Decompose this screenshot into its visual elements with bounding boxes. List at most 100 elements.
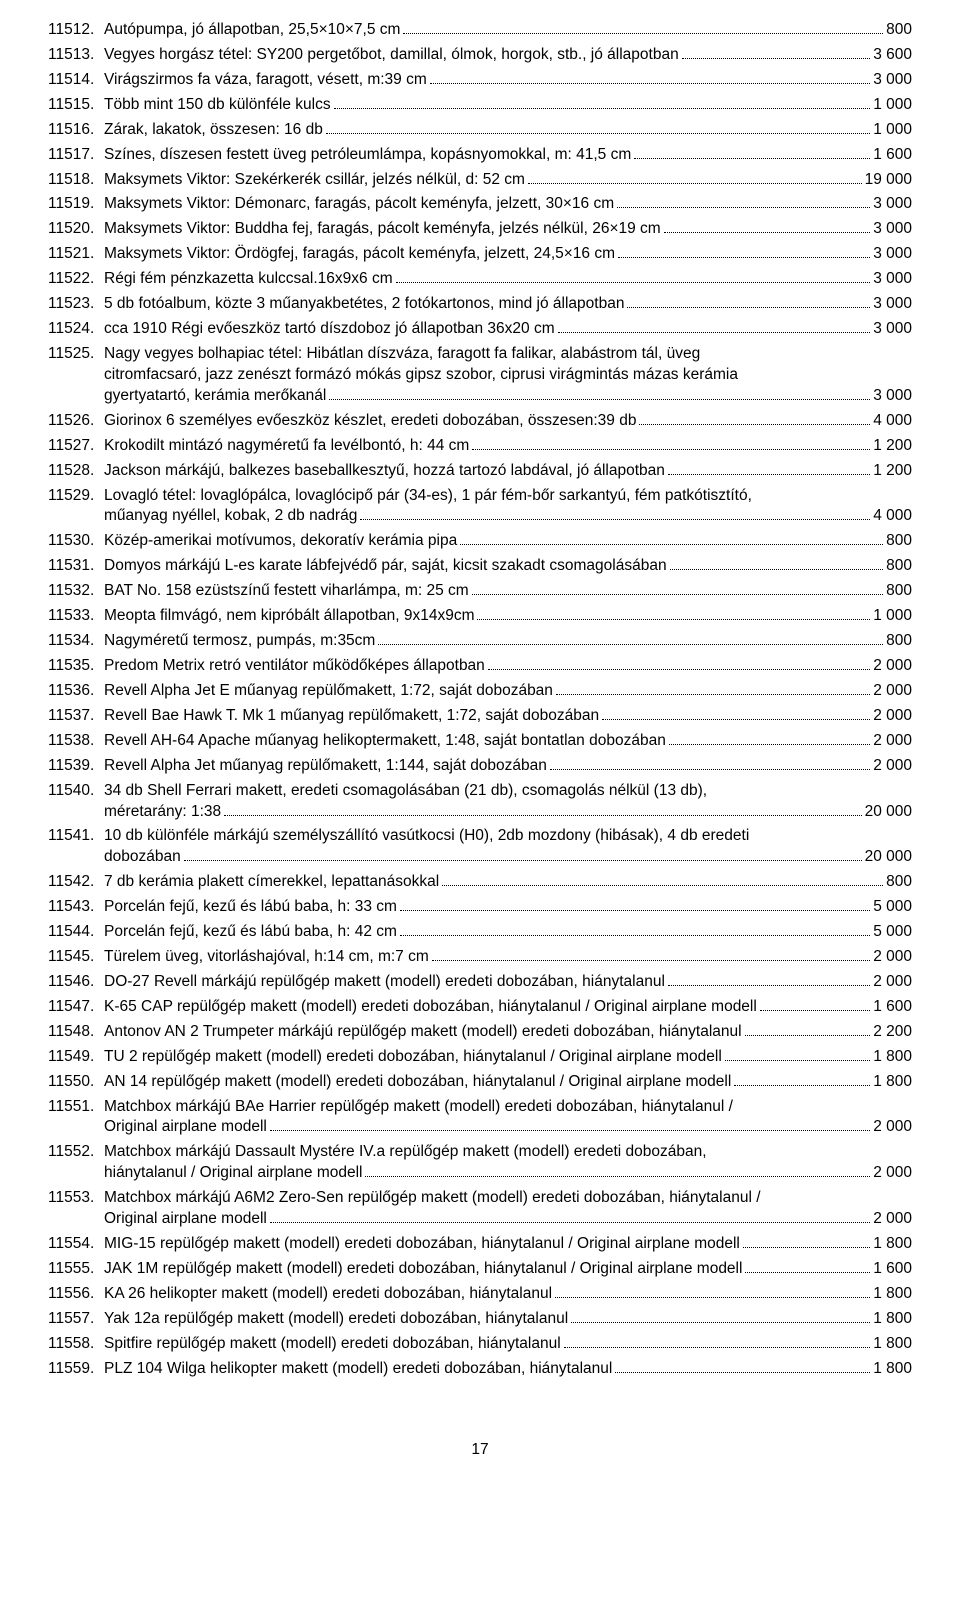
lot-number: 11542. — [48, 872, 104, 893]
lot-item: 11521.Maksymets Viktor: Ördögfej, faragá… — [48, 244, 912, 265]
lot-item: 11542.7 db kerámia plakett címerekkel, l… — [48, 872, 912, 893]
lot-body: Giorinox 6 személyes evőeszköz készlet, … — [104, 411, 912, 432]
lot-description: 5 db fotóalbum, közte 3 műanyakbetétes, … — [104, 294, 624, 315]
leader-dots — [477, 606, 870, 620]
leader-dots — [400, 922, 870, 936]
lot-item: 11556.KA 26 helikopter makett (modell) e… — [48, 1284, 912, 1305]
leader-dots — [224, 802, 861, 816]
lot-number: 11551. — [48, 1097, 104, 1118]
lot-item: 11528.Jackson márkájú, balkezes baseball… — [48, 461, 912, 482]
lot-description: Virágszirmos fa váza, faragott, vésett, … — [104, 70, 427, 91]
lot-description: gyertyatartó, kerámia merőkanál — [104, 386, 326, 407]
lot-item: 11557.Yak 12a repülőgép makett (modell) … — [48, 1309, 912, 1330]
lot-item: 11553.Matchbox márkájú A6M2 Zero-Sen rep… — [48, 1188, 912, 1230]
lot-body: Maksymets Viktor: Szekérkerék csillár, j… — [104, 170, 912, 191]
lot-item: 11527.Krokodilt mintázó nagyméretű fa le… — [48, 436, 912, 457]
lot-line: Lovagló tétel: lovaglópálca, lovaglócipő… — [104, 486, 912, 507]
lot-description: Nagyméretű termosz, pumpás, m:35cm — [104, 631, 375, 652]
lot-body: JAK 1M repülőgép makett (modell) eredeti… — [104, 1259, 912, 1280]
leader-dots — [556, 681, 870, 695]
lot-line: Revell AH-64 Apache műanyag helikopterma… — [104, 731, 912, 752]
lot-line: Original airplane modell2 000 — [104, 1209, 912, 1230]
lot-description: Antonov AN 2 Trumpeter márkájú repülőgép… — [104, 1022, 742, 1043]
lot-line: Nagyméretű termosz, pumpás, m:35cm800 — [104, 631, 912, 652]
lot-item: 11558.Spitfire repülőgép makett (modell)… — [48, 1334, 912, 1355]
leader-dots — [760, 997, 870, 1011]
lot-line: Autópumpa, jó állapotban, 25,5×10×7,5 cm… — [104, 20, 912, 41]
lot-body: Nagyméretű termosz, pumpás, m:35cm800 — [104, 631, 912, 652]
leader-dots — [664, 219, 871, 233]
lot-number: 11549. — [48, 1047, 104, 1068]
lot-description: Revell Bae Hawk T. Mk 1 műanyag repülőma… — [104, 706, 599, 727]
lot-body: Matchbox márkájú Dassault Mystére IV.a r… — [104, 1142, 912, 1184]
lot-body: Porcelán fejű, kezű és lábú baba, h: 42 … — [104, 922, 912, 943]
lot-number: 11530. — [48, 531, 104, 552]
lot-price: 1 800 — [873, 1047, 912, 1068]
lot-item: 11522.Régi fém pénzkazetta kulccsal.16x9… — [48, 269, 912, 290]
lot-description: Original airplane modell — [104, 1209, 267, 1230]
lot-line: TU 2 repülőgép makett (modell) eredeti d… — [104, 1047, 912, 1068]
lot-line: méretarány: 1:3820 000 — [104, 802, 912, 823]
lot-body: Maksymets Viktor: Démonarc, faragás, pác… — [104, 194, 912, 215]
lot-line: Virágszirmos fa váza, faragott, vésett, … — [104, 70, 912, 91]
lot-description: Több mint 150 db különféle kulcs — [104, 95, 331, 116]
leader-dots — [528, 170, 862, 184]
lot-item: 11551.Matchbox márkájú BAe Harrier repül… — [48, 1097, 912, 1139]
lot-number: 11556. — [48, 1284, 104, 1305]
lot-line: dobozában20 000 — [104, 847, 912, 868]
lot-item: 11515.Több mint 150 db különféle kulcs1 … — [48, 95, 912, 116]
leader-dots — [571, 1309, 870, 1323]
leader-dots — [745, 1022, 871, 1036]
lot-price: 20 000 — [865, 847, 912, 868]
lot-line: DO-27 Revell márkájú repülőgép makett (m… — [104, 972, 912, 993]
lot-description: Zárak, lakatok, összesen: 16 db — [104, 120, 323, 141]
lot-line: KA 26 helikopter makett (modell) eredeti… — [104, 1284, 912, 1305]
lot-description: Porcelán fejű, kezű és lábú baba, h: 42 … — [104, 922, 397, 943]
lot-number: 11519. — [48, 194, 104, 215]
lot-line: műanyag nyéllel, kobak, 2 db nadrág4 000 — [104, 506, 912, 527]
lot-description: TU 2 repülőgép makett (modell) eredeti d… — [104, 1047, 722, 1068]
lot-body: 7 db kerámia plakett címerekkel, lepatta… — [104, 872, 912, 893]
lot-price: 3 600 — [873, 45, 912, 66]
lot-item: 11533.Meopta filmvágó, nem kipróbált áll… — [48, 606, 912, 627]
lot-description: Domyos márkájú L-es karate lábfejvédő pá… — [104, 556, 667, 577]
lot-line: Giorinox 6 személyes evőeszköz készlet, … — [104, 411, 912, 432]
lot-description: Türelem üveg, vitorláshajóval, h:14 cm, … — [104, 947, 429, 968]
lot-price: 2 000 — [873, 656, 912, 677]
lot-description: AN 14 repülőgép makett (modell) eredeti … — [104, 1072, 731, 1093]
lot-number: 11540. — [48, 781, 104, 802]
leader-dots — [270, 1209, 870, 1223]
lot-description: 34 db Shell Ferrari makett, eredeti csom… — [104, 781, 707, 802]
auction-list: 11512.Autópumpa, jó állapotban, 25,5×10×… — [48, 20, 912, 1380]
lot-price: 2 000 — [873, 1163, 912, 1184]
lot-number: 11517. — [48, 145, 104, 166]
lot-body: Spitfire repülőgép makett (modell) erede… — [104, 1334, 912, 1355]
lot-line: gyertyatartó, kerámia merőkanál3 000 — [104, 386, 912, 407]
lot-number: 11531. — [48, 556, 104, 577]
lot-item: 11548.Antonov AN 2 Trumpeter márkájú rep… — [48, 1022, 912, 1043]
lot-price: 4 000 — [873, 411, 912, 432]
lot-line: MIG-15 repülőgép makett (modell) eredeti… — [104, 1234, 912, 1255]
lot-description: cca 1910 Régi evőeszköz tartó díszdoboz … — [104, 319, 555, 340]
lot-description: Revell Alpha Jet E műanyag repülőmakett,… — [104, 681, 553, 702]
leader-dots — [270, 1118, 870, 1132]
lot-description: Maksymets Viktor: Szekérkerék csillár, j… — [104, 170, 525, 191]
lot-price: 1 200 — [873, 461, 912, 482]
lot-body: Matchbox márkájú A6M2 Zero-Sen repülőgép… — [104, 1188, 912, 1230]
lot-price: 1 600 — [873, 1259, 912, 1280]
lot-description: hiánytalanul / Original airplane modell — [104, 1163, 362, 1184]
lot-number: 11536. — [48, 681, 104, 702]
lot-price: 1 000 — [873, 120, 912, 141]
lot-price: 1 600 — [873, 997, 912, 1018]
lot-item: 11552.Matchbox márkájú Dassault Mystére … — [48, 1142, 912, 1184]
lot-description: Maksymets Viktor: Démonarc, faragás, pác… — [104, 194, 614, 215]
leader-dots — [743, 1234, 870, 1248]
leader-dots — [670, 556, 884, 570]
lot-number: 11520. — [48, 219, 104, 240]
leader-dots — [668, 972, 870, 986]
lot-item: 11514.Virágszirmos fa váza, faragott, vé… — [48, 70, 912, 91]
lot-description: Matchbox márkájú BAe Harrier repülőgép m… — [104, 1097, 733, 1118]
lot-body: Jackson márkájú, balkezes baseballkeszty… — [104, 461, 912, 482]
lot-line: Maksymets Viktor: Ördögfej, faragás, pác… — [104, 244, 912, 265]
lot-price: 800 — [886, 556, 912, 577]
